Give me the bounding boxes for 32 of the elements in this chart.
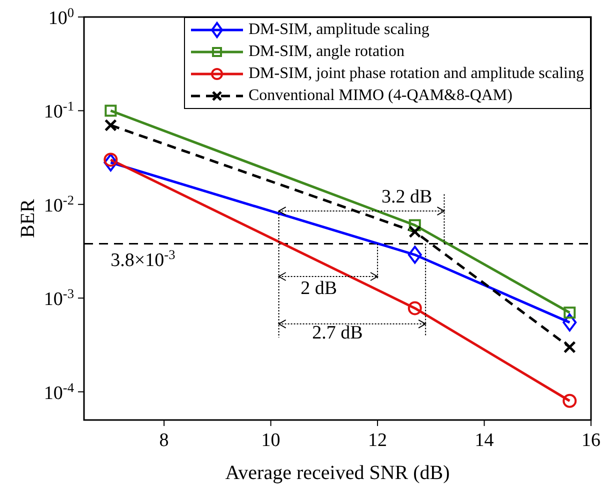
point [104, 104, 117, 117]
point [408, 226, 422, 238]
legend-label: DM-SIM, amplitude scaling [248, 20, 430, 40]
x-axis-title: Average received SNR (dB) [225, 462, 450, 484]
annotation: 3.2 dB [382, 186, 432, 208]
point [104, 118, 117, 132]
legend-label: DM-SIM, joint phase rotation and amplitude scaling [248, 64, 584, 84]
point [563, 340, 576, 354]
y-tick-label: 10$^{-4}$ [44, 379, 74, 404]
point [104, 152, 118, 167]
point [562, 394, 577, 408]
y-axis-title: BER [17, 198, 39, 238]
x-tick-label: 14 [474, 430, 494, 451]
y-tick-label: 10$^{-2}$ [44, 192, 74, 216]
x-tick-label: 16 [582, 430, 600, 451]
point [564, 306, 576, 319]
annotation: 2 dB [300, 278, 338, 300]
y-tick-label: 10$^{-3}$ [44, 286, 74, 310]
x-tick-label: 10 [261, 430, 280, 451]
point [104, 154, 118, 172]
point [408, 246, 422, 264]
y-tick-label: 10$^{0}$ [48, 4, 74, 29]
x-tick-label: 12 [368, 430, 388, 451]
point [562, 313, 577, 332]
ref-line-label: 3.8×10$^{-3}$ [110, 246, 176, 271]
legend-label: DM-SIM, angle rotation [248, 42, 404, 62]
annotation: 2.7 dB [312, 322, 363, 344]
legend-label: Conventional MIMO (4-QAM&8-QAM) [248, 86, 512, 106]
x-tick-label: 8 [159, 430, 169, 451]
point [408, 301, 422, 316]
y-tick-label: 10$^{-1}$ [44, 98, 74, 123]
point [408, 219, 421, 232]
